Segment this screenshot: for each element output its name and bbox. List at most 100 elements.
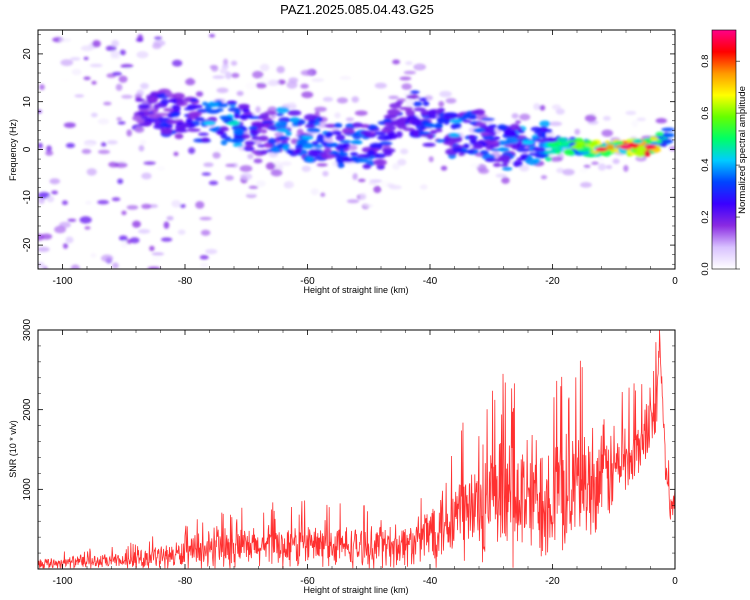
spectrogram-cell — [239, 114, 247, 120]
spectrogram-cell — [406, 94, 420, 100]
spectrogram-cell — [563, 148, 575, 156]
spectrogram-cell — [422, 142, 436, 147]
spectrogram-cell — [351, 96, 359, 103]
x-tick-label: -60 — [300, 576, 315, 587]
spectrogram-cell — [495, 173, 508, 178]
spectrogram-cell — [452, 146, 464, 153]
spectrogram-cell — [255, 106, 261, 113]
spectrogram-cell — [512, 144, 520, 149]
spectrogram-cell — [38, 142, 43, 149]
spectrogram-cell — [517, 129, 526, 134]
spectrogram-cell — [149, 245, 155, 252]
spectrogram-cell — [320, 192, 326, 197]
spectrogram-cell — [49, 178, 61, 185]
spectrogram-cell — [117, 121, 126, 125]
spectrogram-cell — [211, 65, 219, 72]
y-tick-label: 3000 — [22, 318, 33, 341]
spectrogram-cell — [199, 216, 212, 221]
spectrogram-cell — [516, 147, 530, 153]
spectrogram-cell — [80, 45, 94, 52]
spectrogram-cell — [74, 94, 85, 98]
spectrogram-cell — [110, 50, 120, 58]
spectrogram-cell — [111, 197, 121, 202]
spectrogram-cell — [258, 135, 269, 142]
spectrogram-cell — [306, 156, 314, 163]
spectrogram-cell — [377, 134, 391, 141]
spectrogram-cell — [631, 142, 639, 149]
spectrogram-cell — [212, 75, 225, 79]
spectrogram-peak — [228, 121, 240, 126]
spectrogram-cell — [275, 106, 290, 114]
spectrogram-cell — [346, 170, 355, 175]
spectrogram-cell — [92, 40, 101, 48]
spectrogram-cell — [70, 57, 81, 61]
spectrogram-cell — [326, 131, 334, 138]
spectrogram-cell — [60, 59, 74, 66]
spectrogram-cell — [357, 154, 371, 159]
spectrogram-cell — [89, 63, 103, 68]
spectrogram-cell — [135, 38, 144, 42]
spectrogram-cell — [148, 113, 162, 119]
spectrogram-cell — [613, 141, 624, 145]
spectrogram-cell — [174, 133, 184, 140]
spectrogram-cell — [519, 164, 530, 172]
spectrogram-cell — [342, 158, 354, 163]
spectrogram-cell — [86, 168, 97, 176]
spectrogram-cell — [413, 130, 420, 138]
spectrogram-cell — [379, 141, 393, 146]
spectrogram-cell — [300, 83, 309, 89]
spectrogram-cell — [383, 150, 393, 157]
spectrogram-cell — [405, 99, 414, 107]
spectrogram-cell — [209, 33, 216, 38]
spectrogram-cell — [357, 178, 366, 183]
spectrogram-cell — [179, 203, 186, 209]
spectrogram-cell — [511, 113, 519, 119]
spectrogram-cell — [166, 215, 174, 221]
snr-x-ticks: -100 -80 -60 -40 -20 0 — [37, 330, 678, 587]
spectrogram-cell — [505, 137, 519, 144]
spectrogram-cell — [132, 220, 141, 228]
spectrogram-cell — [369, 142, 383, 149]
spectrogram-cell — [316, 163, 328, 167]
spectrogram-cell — [237, 103, 250, 109]
spectrogram-cell — [135, 98, 145, 102]
spectrogram-cell — [323, 148, 332, 154]
spectrogram-cell — [91, 80, 97, 85]
spectrogram-cell — [397, 158, 407, 166]
snr-x-axis-label: Height of straight line (km) — [303, 585, 408, 595]
spectrogram-cell — [153, 103, 160, 110]
spectrogram-cell — [655, 131, 665, 137]
spectrogram-cell — [339, 76, 352, 80]
spectrogram-cell — [138, 228, 151, 234]
spectrogram-cell — [140, 139, 147, 146]
spectrogram-cell — [338, 151, 349, 157]
spectrogram-cell — [375, 153, 386, 159]
spectrogram-cell — [283, 181, 294, 189]
spectrogram-peak — [473, 128, 485, 133]
spectrogram-peak — [350, 140, 363, 145]
spectrogram-peak — [326, 142, 338, 147]
spectrogram-cell — [494, 158, 504, 163]
spectrogram-cell — [362, 163, 372, 170]
spectrogram-cell — [520, 153, 529, 159]
spectrogram-cell — [322, 170, 329, 177]
spectrogram-cell — [458, 152, 466, 157]
spectrogram-cell — [141, 172, 152, 180]
spectrogram-cell — [188, 147, 196, 155]
spectrogram-cell — [65, 236, 74, 244]
spectrogram-cell — [470, 110, 480, 114]
spectrogram-cell — [636, 117, 646, 122]
spectrogram-cell — [427, 109, 437, 117]
spectrogram-peak — [644, 144, 657, 150]
spectrogram-cell — [468, 115, 478, 120]
spectrogram-cell — [252, 123, 265, 127]
spectrogram-cell — [138, 103, 150, 110]
spectrogram-cell — [163, 107, 175, 112]
spectrogram-cell — [320, 141, 329, 145]
spectrogram-cell — [195, 91, 204, 97]
spectrogram-cell — [339, 140, 352, 144]
spectrogram-cell — [358, 156, 368, 163]
spectrogram-cell — [275, 113, 284, 117]
spectrogram-cell — [112, 262, 119, 269]
spectrogram-cell — [208, 180, 219, 186]
